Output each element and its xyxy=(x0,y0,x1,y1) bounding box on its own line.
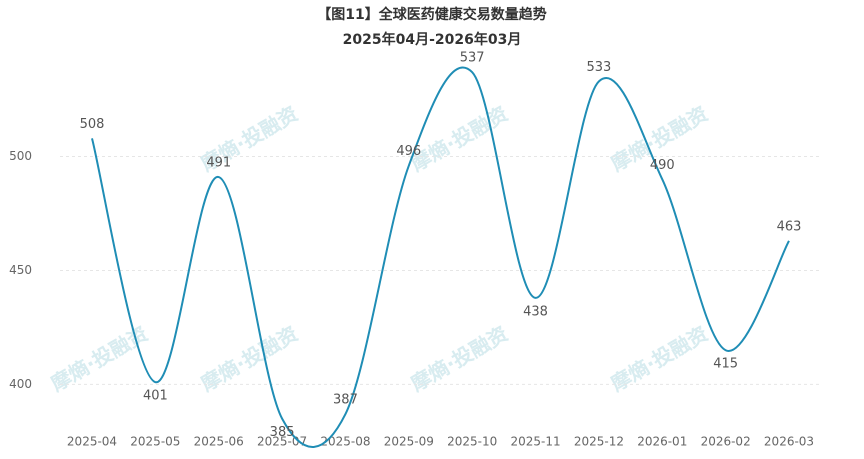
chart-title: 【图11】全球医药健康交易数量趋势 xyxy=(317,6,546,23)
data-label: 415 xyxy=(713,357,738,372)
data-label: 385 xyxy=(270,425,295,440)
data-label: 533 xyxy=(586,60,611,75)
x-tick-label: 2025-04 xyxy=(67,435,117,449)
x-tick-label: 2025-06 xyxy=(194,435,244,449)
x-tick-label: 2025-05 xyxy=(130,435,180,449)
x-tick-label: 2025-10 xyxy=(447,435,497,449)
data-label: 387 xyxy=(333,393,358,408)
watermark: 摩熵·投融资 xyxy=(407,101,512,176)
data-label: 463 xyxy=(777,219,802,234)
data-label: 401 xyxy=(143,389,168,404)
x-tick-label: 2026-01 xyxy=(637,435,687,449)
data-label: 438 xyxy=(523,304,548,319)
x-tick-label: 2025-09 xyxy=(384,435,434,449)
x-tick-label: 2026-03 xyxy=(764,435,814,449)
data-label: 508 xyxy=(80,117,105,132)
data-label: 491 xyxy=(206,156,231,171)
y-tick-label: 450 xyxy=(9,263,32,277)
line xyxy=(91,66,790,448)
data-label: 537 xyxy=(460,51,485,66)
y-tick-label: 400 xyxy=(9,377,32,391)
x-tick-label: 2026-02 xyxy=(701,435,751,449)
x-tick-label: 2025-08 xyxy=(320,435,370,449)
chart-subtitle: 2025年04月-2026年03月 xyxy=(343,31,522,48)
x-tick-label: 2025-11 xyxy=(510,435,560,449)
data-label: 496 xyxy=(396,144,421,159)
y-tick-label: 500 xyxy=(9,149,32,163)
x-tick-label: 2025-12 xyxy=(574,435,624,449)
data-label: 490 xyxy=(650,158,675,173)
